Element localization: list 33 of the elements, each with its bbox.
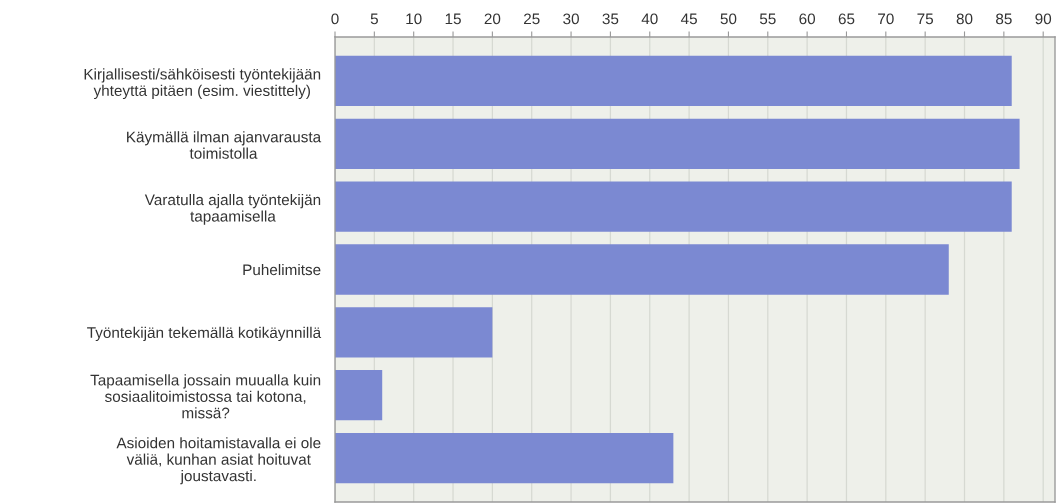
- bar: [335, 181, 1012, 232]
- x-tick-label: 45: [680, 13, 697, 25]
- y-tick-label: Kirjallisesti/sähköisesti työntekijään yhteyttä pitäen (esim. viestittely): [84, 68, 321, 100]
- y-tick-label: Asioiden hoitamistavalla ei ole väliä, kunhan asiat hoituvat joustavasti.: [116, 437, 321, 485]
- y-tick-label: Tapaamisella jossain muualla kuin sosiaalitoimistossa tai kotona, missä?: [90, 374, 321, 419]
- y-tick-label: Työntekijän tekemällä kotikäynnillä: [87, 326, 322, 342]
- x-tick-label: 85: [996, 13, 1012, 25]
- x-tick-label: 30: [563, 13, 579, 25]
- x-tick-label: 60: [799, 13, 816, 25]
- bar: [335, 432, 674, 484]
- x-tick-label: 35: [602, 13, 619, 25]
- x-tick-label: 55: [759, 13, 776, 25]
- bar: [335, 118, 1020, 169]
- x-tick-label: 20: [484, 13, 501, 25]
- x-tick-label: 15: [445, 13, 461, 25]
- x-tick-label: 0: [331, 13, 339, 25]
- bar: [335, 307, 493, 358]
- x-tick-label: 80: [956, 13, 973, 25]
- y-tick-label: Varatulla ajalla työntekijän tapaamisella: [144, 194, 321, 225]
- x-tick-label: 70: [878, 13, 894, 25]
- y-tick-label: Käymällä ilman ajanvarausta toimistolla: [127, 131, 322, 159]
- x-tick-label: 65: [838, 13, 855, 25]
- y-tick-label: Puhelimitse: [243, 263, 321, 276]
- bar: [335, 370, 383, 421]
- x-tick-label: 10: [406, 13, 422, 25]
- bar: [335, 55, 1012, 107]
- bar: [335, 244, 949, 295]
- x-tick-label: 25: [523, 13, 540, 25]
- x-tick-label: 90: [1035, 13, 1052, 25]
- x-tick-label: 40: [641, 13, 658, 25]
- x-tick-label: 5: [370, 13, 378, 25]
- x-tick-label: 75: [917, 13, 934, 25]
- x-tick-label: 50: [720, 13, 737, 25]
